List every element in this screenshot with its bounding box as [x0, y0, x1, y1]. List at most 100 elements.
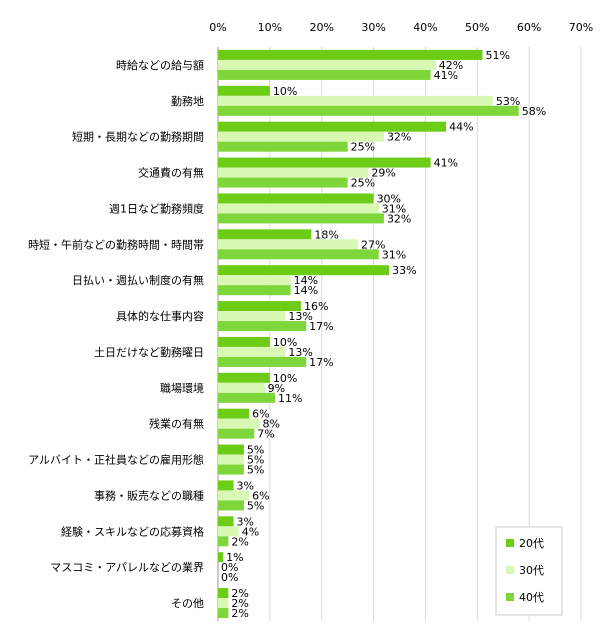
bar: [218, 59, 436, 70]
data-label: 2%: [231, 607, 248, 620]
legend-entry: 40代: [519, 591, 544, 604]
data-label: 51%: [485, 49, 509, 62]
bar: [218, 285, 291, 296]
data-label: 33%: [392, 264, 416, 277]
bar: [218, 95, 493, 106]
data-label: 13%: [288, 346, 312, 359]
bar: [218, 311, 286, 322]
bar: [218, 392, 276, 403]
bar: [218, 85, 270, 96]
category-label: 職場環境: [160, 381, 204, 395]
data-label: 5%: [247, 454, 264, 467]
bar: [218, 213, 384, 224]
data-label: 7%: [257, 428, 274, 441]
bar: [218, 265, 390, 276]
data-label: 14%: [294, 284, 318, 297]
data-label: 53%: [496, 95, 520, 108]
x-tick-label: 20%: [309, 21, 333, 34]
data-label: 32%: [387, 212, 411, 225]
legend-entry: 20代: [519, 537, 544, 550]
bar: [218, 598, 229, 609]
category-label: 週1日など勤務頻度: [109, 201, 204, 215]
data-label: 4%: [242, 525, 259, 538]
x-tick-label: 50%: [465, 21, 489, 34]
data-label: 27%: [361, 238, 385, 251]
bar: [218, 301, 301, 312]
bar: [218, 121, 447, 132]
bar: [218, 608, 229, 619]
category-label: マスコミ・アパレルなどの業界: [50, 561, 204, 574]
data-label: 41%: [434, 157, 458, 170]
bar: [218, 141, 348, 152]
bar: [218, 552, 224, 563]
data-label: 31%: [382, 248, 406, 261]
bar: [218, 418, 260, 429]
data-label: 31%: [382, 202, 406, 215]
bar: [218, 203, 379, 214]
x-tick-label: 70%: [569, 21, 593, 34]
data-label: 3%: [237, 479, 254, 492]
category-label: 勤務地: [171, 94, 204, 108]
data-label: 16%: [304, 300, 328, 313]
x-tick-label: 40%: [413, 21, 437, 34]
bar: [218, 193, 374, 204]
legend: 20代 30代 40代: [495, 526, 563, 616]
data-label: 1%: [226, 551, 243, 564]
bar: [218, 372, 270, 383]
category-label: 土日だけなど勤務曜日: [94, 345, 204, 359]
data-label: 17%: [309, 356, 333, 369]
bar: [218, 275, 291, 286]
data-label: 6%: [252, 489, 269, 502]
bar: [218, 500, 244, 511]
bar: [218, 516, 234, 527]
data-label: 42%: [439, 59, 463, 72]
x-tick-label: 10%: [258, 21, 282, 34]
data-label: 2%: [231, 597, 248, 610]
category-label: 事務・販売などの職種: [94, 488, 204, 502]
data-label: 10%: [273, 372, 297, 385]
bar: [218, 69, 431, 80]
bar: [218, 249, 379, 260]
bar: [218, 454, 244, 465]
category-label: 経験・スキルなどの応募資格: [61, 524, 204, 538]
data-label: 25%: [351, 141, 375, 154]
category-label: アルバイト・正社員などの雇用形態: [28, 453, 204, 467]
x-axis-ticks: 0% 10% 20% 30% 40% 50% 60% 70%: [209, 21, 593, 34]
data-label: 32%: [387, 131, 411, 144]
bar: [218, 157, 431, 168]
data-label: 5%: [247, 464, 264, 477]
bar: [218, 167, 369, 178]
bar: [218, 428, 255, 439]
data-label: 2%: [231, 535, 248, 548]
data-label: 3%: [237, 515, 254, 528]
legend-swatch: [506, 539, 514, 547]
category-label: その他: [171, 597, 204, 610]
data-label: 25%: [351, 177, 375, 190]
bar: [218, 536, 229, 547]
bar: [218, 464, 244, 475]
bar: [218, 526, 239, 537]
bar: [218, 444, 244, 455]
x-tick-label: 30%: [361, 21, 385, 34]
data-label: 0%: [221, 571, 238, 584]
bar: [218, 588, 229, 599]
data-label: 13%: [288, 310, 312, 323]
data-label: 10%: [273, 336, 297, 349]
category-label: 時短・午前などの勤務時間・時間帯: [28, 237, 204, 251]
x-tick-label: 0%: [209, 21, 226, 34]
category-label: 短期・長期などの勤務期間: [72, 130, 204, 144]
category-label: 交通費の有無: [138, 166, 204, 180]
bar: [218, 336, 270, 347]
data-label: 44%: [449, 121, 473, 134]
bar: [218, 321, 307, 332]
data-label: 2%: [231, 587, 248, 600]
category-label: 日払い・週払い制度の有無: [72, 273, 204, 287]
category-label: 具体的な仕事内容: [116, 309, 204, 323]
legend-swatch: [506, 593, 514, 601]
data-label: 14%: [294, 274, 318, 287]
data-label: 17%: [309, 320, 333, 333]
data-label: 41%: [434, 69, 458, 82]
bar: [218, 346, 286, 357]
bar: [218, 177, 348, 188]
